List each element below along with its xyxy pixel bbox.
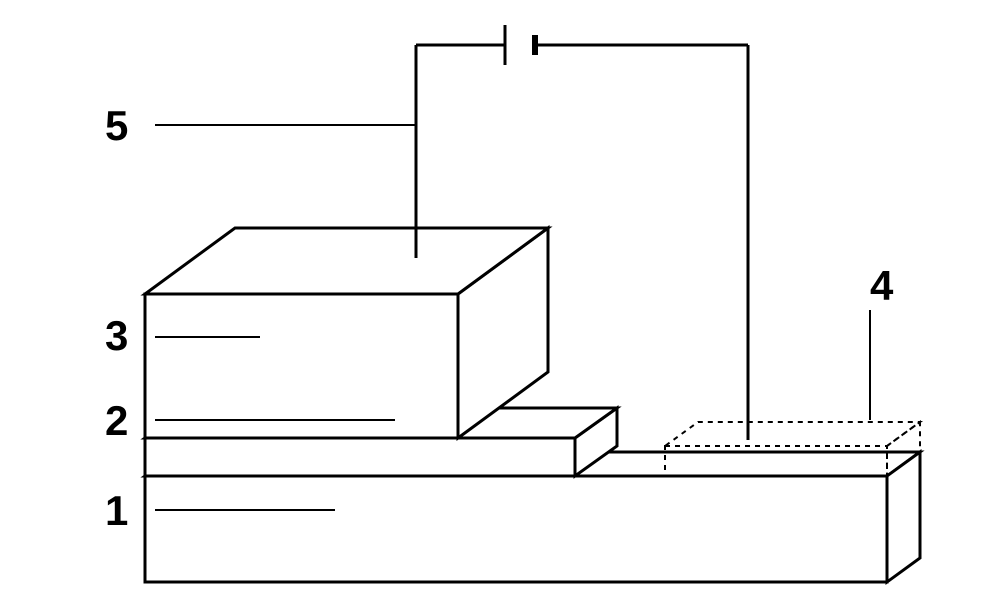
layer-3 [145, 228, 548, 438]
label-1: 1 [105, 487, 128, 534]
label-5: 5 [105, 102, 128, 149]
layer-3-front [145, 294, 458, 438]
label-3: 3 [105, 312, 128, 359]
label-2: 2 [105, 397, 128, 444]
diagram-canvas: 1 2 3 4 5 [0, 0, 1000, 616]
layer-1-front [145, 476, 887, 582]
layer-4-top [665, 422, 920, 446]
layer-2-front [145, 438, 575, 476]
label-4: 4 [870, 262, 894, 309]
